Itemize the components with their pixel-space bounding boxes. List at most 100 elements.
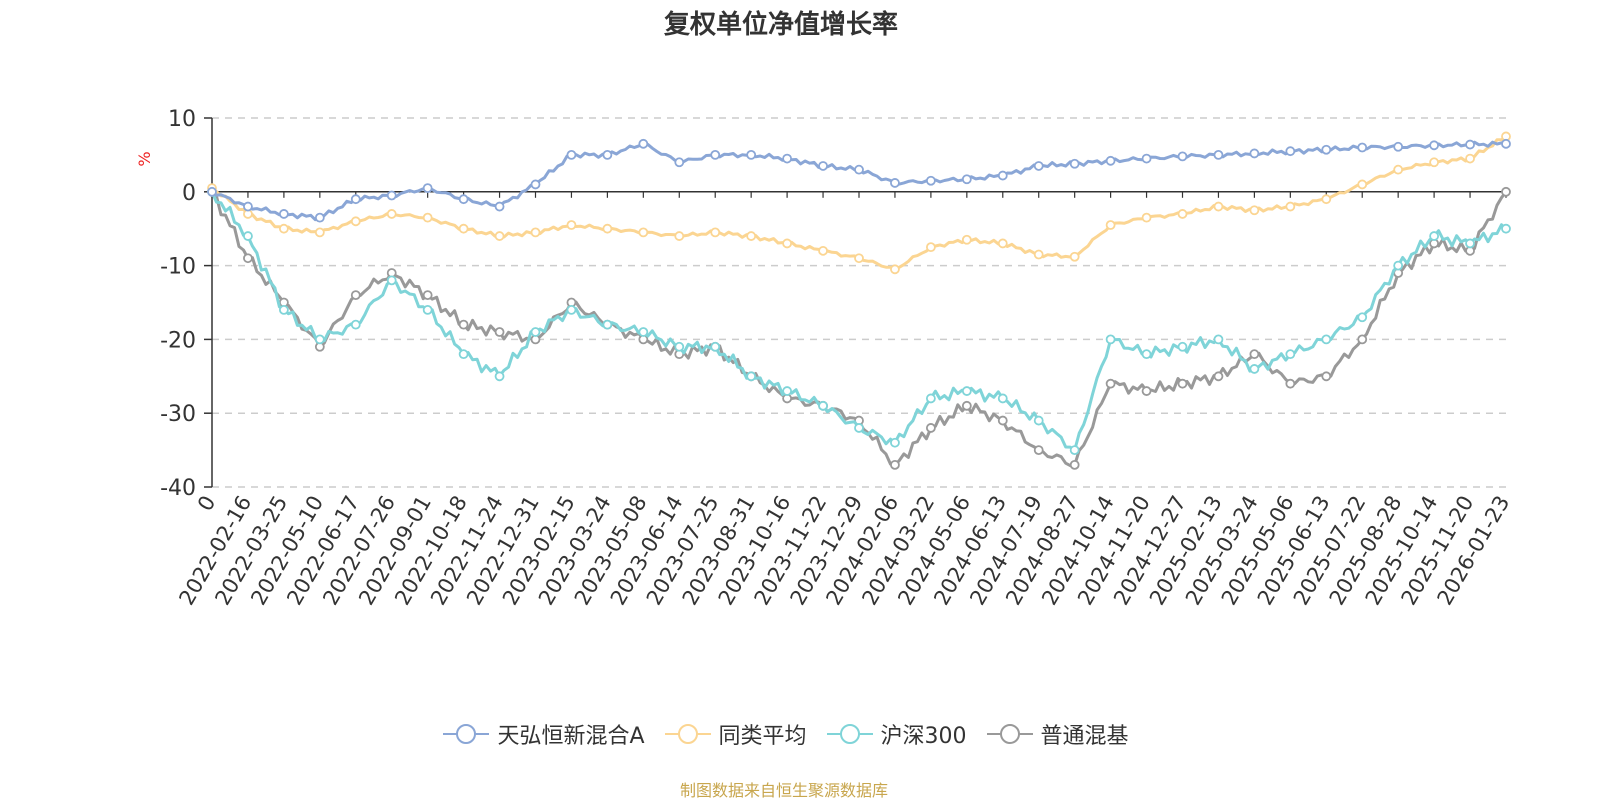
data-point-hs300 (243, 231, 253, 241)
data-point-peer (602, 223, 613, 234)
data-point-hs300 (854, 423, 864, 433)
legend-label: 同类平均 (718, 724, 807, 749)
data-point-hs300 (1429, 231, 1440, 241)
data-point-hs300 (278, 304, 289, 315)
data-point-fund (207, 186, 217, 197)
data-point-hs300 (1465, 238, 1475, 249)
data-point-mixed (925, 423, 936, 433)
data-point-hs300 (422, 304, 433, 315)
y-tick-label: 10 (168, 107, 196, 132)
data-point-mixed (458, 319, 469, 330)
data-point-hs300 (350, 319, 361, 330)
data-point-hs300 (458, 349, 469, 360)
data-point-mixed (243, 253, 253, 264)
x-tick-label: 0 (193, 492, 220, 516)
data-point-hs300 (1393, 260, 1404, 271)
data-point-peer (710, 227, 721, 238)
data-point-mixed (1105, 378, 1116, 389)
legend-item-fund[interactable]: 天弘恒新混合A (441, 718, 645, 750)
axes (204, 117, 1507, 488)
data-point-fund (243, 201, 253, 212)
y-tick-label: -40 (160, 476, 196, 501)
data-point-fund (1357, 142, 1368, 153)
data-point-peer (278, 223, 289, 234)
data-point-peer (1213, 201, 1224, 212)
data-point-hs300 (1285, 349, 1296, 360)
data-point-hs300 (638, 327, 649, 337)
data-point-fund (710, 149, 721, 160)
data-point-peer (1105, 220, 1116, 230)
data-point-fund (314, 212, 325, 223)
data-point-mixed (1177, 378, 1188, 389)
data-point-mixed (1141, 386, 1152, 396)
legend-item-mixed[interactable]: 普通混基 (985, 718, 1129, 750)
data-point-peer (494, 231, 505, 241)
data-point-fund (1213, 149, 1224, 160)
axis-labels: 100-10-20-30-40%02022-02-162022-03-25202… (135, 107, 1514, 609)
line-chart: 100-10-20-30-40%02022-02-162022-03-25202… (135, 107, 1514, 609)
data-point-hs300 (1501, 223, 1511, 234)
chart-title: 复权单位净值增长率 (663, 10, 898, 40)
y-tick-label: -30 (160, 402, 196, 427)
data-point-fund (602, 149, 613, 160)
legend-line-circle-icon (826, 724, 873, 744)
data-point-fund (1249, 148, 1260, 159)
data-point-hs300 (1213, 334, 1224, 345)
data-point-fund (1105, 155, 1116, 166)
data-point-mixed (997, 415, 1008, 426)
data-point-fund (530, 179, 541, 190)
data-point-hs300 (674, 341, 685, 352)
data-point-hs300 (961, 386, 972, 396)
data-point-fund (494, 201, 505, 212)
legend-item-peer[interactable]: 同类平均 (663, 718, 807, 750)
data-point-fund (997, 170, 1008, 181)
data-point-mixed (1213, 371, 1224, 382)
data-point-hs300 (1249, 364, 1260, 374)
data-point-hs300 (890, 437, 900, 448)
data-point-fund (1501, 138, 1511, 149)
legend-label: 沪深300 (880, 724, 967, 749)
data-point-peer (458, 223, 469, 234)
data-point-peer (1321, 194, 1332, 205)
data-point-peer (530, 227, 541, 238)
data-point-fund (422, 183, 433, 194)
data-point-hs300 (566, 304, 577, 315)
data-point-peer (1141, 212, 1152, 223)
data-point-fund (638, 138, 649, 149)
data-point-peer (890, 264, 900, 275)
legend-line-circle-icon (986, 724, 1033, 744)
data-point-peer (961, 234, 972, 245)
data-point-peer (746, 231, 757, 241)
legend-item-hs300[interactable]: 沪深300 (825, 718, 967, 750)
data-point-fund (746, 149, 757, 160)
series-lines (207, 131, 1511, 470)
legend-label: 天弘恒新混合A (497, 724, 645, 749)
data-point-fund (925, 175, 936, 186)
data-point-peer (925, 242, 936, 253)
data-point-mixed (1069, 459, 1080, 470)
data-point-peer (314, 227, 325, 238)
data-source-note: 制图数据来自恒生聚源数据库 (679, 781, 888, 800)
data-point-mixed (1501, 186, 1511, 197)
data-point-fund (1141, 153, 1152, 164)
data-point-hs300 (530, 327, 541, 337)
data-point-peer (350, 216, 361, 227)
data-point-hs300 (494, 371, 505, 382)
data-point-hs300 (1321, 334, 1332, 345)
data-point-fund (1321, 144, 1332, 155)
data-point-fund (854, 164, 864, 175)
legend-label: 普通混基 (1040, 724, 1129, 749)
data-point-mixed (1321, 371, 1332, 382)
data-point-fund (1069, 158, 1080, 169)
data-point-peer (674, 231, 685, 241)
data-point-mixed (1249, 349, 1260, 360)
series-line-peer (211, 135, 1507, 271)
data-point-fund (566, 149, 577, 160)
data-point-hs300 (1357, 312, 1368, 323)
data-point-hs300 (818, 400, 828, 411)
data-point-peer (854, 253, 864, 264)
data-point-peer (386, 209, 397, 219)
data-point-hs300 (782, 386, 793, 396)
y-tick-label: -20 (160, 328, 196, 353)
data-point-fund (818, 161, 828, 171)
